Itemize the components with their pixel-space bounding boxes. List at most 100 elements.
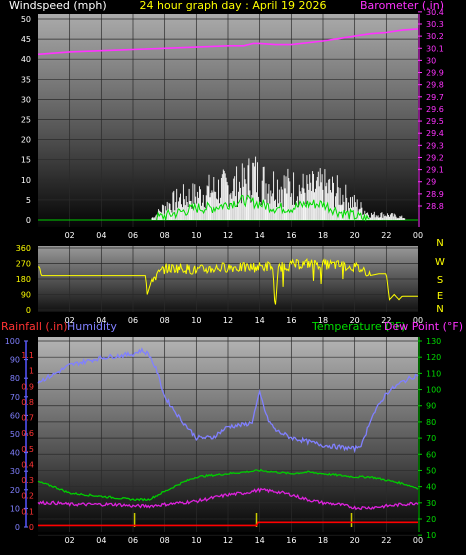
windspeed-tick-45: 45	[21, 35, 31, 44]
temperature-tick-90: 90	[426, 402, 436, 411]
humidity-tick-0: 0	[15, 523, 20, 532]
humidity-tick-70: 70	[10, 393, 20, 402]
temperature-panel-grid	[38, 337, 418, 536]
rainfall-line	[38, 521, 418, 527]
barometer-tick-30: 30	[426, 56, 436, 65]
windspeed-tick-5: 5	[26, 196, 31, 205]
humidity-tick-80: 80	[10, 374, 20, 383]
windspeed-tick-0: 0	[26, 216, 31, 225]
temp-x-tick-00: 00	[413, 536, 423, 545]
temp-x-tick-20: 20	[350, 536, 360, 545]
barometer-tick-28.9: 28.9	[426, 190, 444, 199]
windspeed-tick-20: 20	[21, 136, 31, 145]
wind-x-tick-04: 04	[96, 231, 106, 240]
direction-x-tick-20: 20	[350, 316, 360, 325]
barometer-tick-29: 29	[426, 178, 436, 187]
rainfall-tick-0.1: 0.1	[21, 507, 34, 516]
windspeed-tick-35: 35	[21, 75, 31, 84]
direction-panel-grid	[38, 246, 418, 312]
humidity-tick-20: 20	[10, 486, 20, 495]
temperature-tick-70: 70	[426, 434, 436, 443]
temperature-tick-120: 120	[426, 353, 441, 362]
wind-x-tick-10: 10	[191, 231, 201, 240]
wind-panel-axes: 5045403530252015105030.430.330.230.13029…	[21, 8, 444, 240]
direction-tick-270: 270	[16, 260, 31, 269]
humidity-tick-60: 60	[10, 411, 20, 420]
temp-x-tick-22: 22	[381, 536, 391, 545]
barometer-tick-29.3: 29.3	[426, 141, 444, 150]
wind-direction-line	[38, 257, 418, 305]
rainfall-tick-0.7: 0.7	[21, 414, 34, 423]
wind-x-tick-06: 06	[128, 231, 138, 240]
wind-x-tick-16: 16	[286, 231, 296, 240]
rainfall-tick-0: 0	[29, 523, 34, 532]
direction-x-tick-10: 10	[191, 316, 201, 325]
barometer-tick-29.9: 29.9	[426, 69, 444, 78]
windspeed-tick-40: 40	[21, 55, 31, 64]
humidity-tick-50: 50	[10, 430, 20, 439]
direction-tick-0: 0	[26, 306, 31, 315]
windspeed-tick-10: 10	[21, 176, 31, 185]
wind-average-line	[156, 194, 370, 222]
direction-tick-180: 180	[16, 275, 31, 284]
windspeed-tick-50: 50	[21, 15, 31, 24]
temp-x-tick-14: 14	[255, 536, 265, 545]
temperature-tick-110: 110	[426, 369, 441, 378]
direction-x-tick-02: 02	[65, 316, 75, 325]
humidity-tick-30: 30	[10, 467, 20, 476]
temperature-line	[37, 468, 419, 502]
barometer-tick-28.8: 28.8	[426, 202, 444, 211]
temperature-tick-10: 10	[426, 531, 436, 540]
windspeed-axis-label: Windspeed (mph)	[9, 0, 107, 12]
humidity-tick-100: 100	[5, 337, 20, 346]
compass-label-0: N	[436, 238, 443, 249]
wind-x-tick-00: 00	[413, 231, 423, 240]
humidity-tick-90: 90	[10, 356, 20, 365]
barometer-tick-30.3: 30.3	[426, 20, 444, 29]
temp-x-tick-16: 16	[286, 536, 296, 545]
barometer-tick-29.1: 29.1	[426, 166, 444, 175]
wind-panel-marks	[37, 28, 419, 222]
dew-point-axis-label: Dew Point (°F)	[384, 320, 463, 333]
direction-x-tick-12: 12	[223, 316, 233, 325]
direction-tick-360: 360	[16, 244, 31, 253]
rainfall-tick-0.8: 0.8	[21, 398, 34, 407]
barometer-axis-label: Barometer (.in)	[360, 0, 444, 12]
compass-label-3: E	[437, 291, 443, 302]
windspeed-tick-15: 15	[21, 156, 31, 165]
rainfall-tick-0.9: 0.9	[21, 382, 34, 391]
temp-x-tick-10: 10	[191, 536, 201, 545]
temp-x-tick-12: 12	[223, 536, 233, 545]
humidity-tick-40: 40	[10, 449, 20, 458]
temperature-tick-40: 40	[426, 483, 436, 492]
temperature-panel-marks	[37, 347, 419, 527]
temperature-axis-label: Temperature (°F)	[311, 320, 406, 333]
temperature-tick-30: 30	[426, 499, 436, 508]
temperature-tick-80: 80	[426, 418, 436, 427]
temp-x-tick-06: 06	[128, 536, 138, 545]
rainfall-tick-0.2: 0.2	[21, 492, 34, 501]
barometer-tick-30.4: 30.4	[426, 8, 444, 17]
humidity-axis-label: Humidity	[67, 320, 117, 333]
wind-x-tick-08: 08	[160, 231, 170, 240]
windspeed-tick-25: 25	[21, 116, 31, 125]
rainfall-tick-0.6: 0.6	[21, 429, 34, 438]
humidity-line	[37, 347, 419, 454]
barometer-tick-29.6: 29.6	[426, 105, 444, 114]
barometer-tick-29.4: 29.4	[426, 129, 444, 138]
humidity-tick-10: 10	[10, 504, 20, 513]
wind-x-tick-18: 18	[318, 231, 328, 240]
compass-label-1: W	[435, 257, 445, 268]
rainfall-tick-1: 1	[29, 367, 34, 376]
windspeed-tick-30: 30	[21, 95, 31, 104]
rainfall-axis-label: Rainfall (.in)	[1, 320, 68, 333]
compass-label-2: S	[437, 275, 443, 286]
direction-x-tick-00: 00	[413, 316, 423, 325]
wind-x-tick-20: 20	[350, 231, 360, 240]
temperature-tick-60: 60	[426, 450, 436, 459]
wind-x-tick-12: 12	[223, 231, 233, 240]
barometer-line	[37, 28, 419, 56]
temp-x-tick-04: 04	[96, 536, 106, 545]
wind-x-tick-02: 02	[65, 231, 75, 240]
